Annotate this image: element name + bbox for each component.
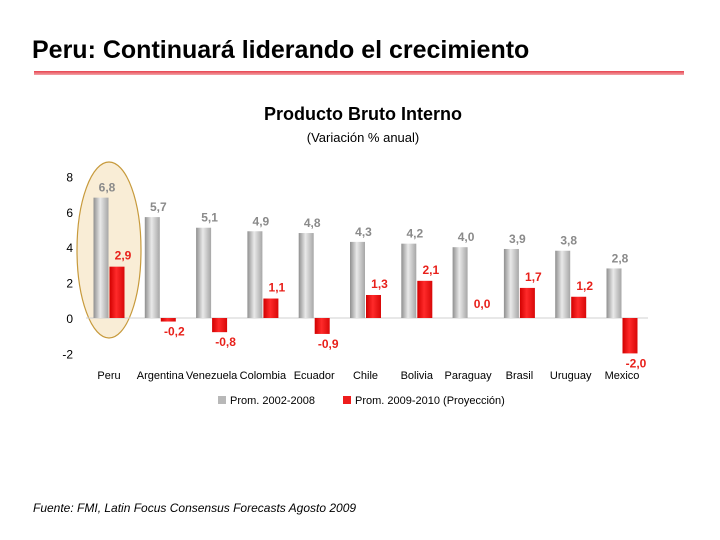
chart-subtitle: (Variación % anual) [306, 130, 420, 145]
bar-avg-2002-2008 [503, 248, 519, 318]
y-tick-label: -2 [62, 347, 73, 361]
data-label-avg-2002-2008: 5,1 [201, 211, 218, 225]
bar-avg-2002-2008 [93, 197, 109, 318]
bar-avg-2002-2008 [350, 241, 365, 318]
data-label-avg-2002-2008: 5,7 [150, 200, 167, 214]
peru-highlight-ellipse [76, 161, 142, 339]
bar-avg-2009-2010 [417, 280, 433, 318]
data-label-avg-2009-2010: 2,9 [115, 249, 132, 263]
data-label-avg-2002-2008: 3,9 [509, 232, 526, 246]
data-label-avg-2002-2008: 4,0 [458, 230, 475, 244]
bar-avg-2009-2010 [109, 266, 125, 318]
category-label: Peru [97, 370, 120, 382]
legend-swatch-red [343, 396, 351, 404]
bar-avg-2009-2010 [571, 296, 587, 318]
category-label: Argentina [137, 370, 185, 382]
category-label: Chile [353, 370, 378, 382]
y-tick-label: 6 [66, 206, 73, 220]
bar-avg-2002-2008 [452, 247, 468, 318]
data-label-avg-2009-2010: 2,1 [422, 263, 439, 277]
bar-avg-2002-2008 [196, 227, 212, 318]
legend-label-red: Prom. 2009-2010 (Proyección) [355, 395, 505, 407]
title-divider [34, 71, 684, 75]
bar-avg-2009-2010 [212, 318, 228, 333]
bar-avg-2009-2010 [314, 318, 330, 334]
bar-avg-2002-2008 [401, 243, 417, 318]
y-tick-label: 8 [66, 170, 73, 184]
bar-avg-2009-2010 [160, 318, 176, 322]
data-label-avg-2002-2008: 4,9 [253, 214, 270, 228]
legend-label-gray: Prom. 2002-2008 [230, 395, 315, 407]
slide-title: Peru: Continuará liderando el crecimient… [32, 36, 530, 64]
y-tick-label: 4 [66, 241, 73, 255]
bar-avg-2009-2010 [622, 318, 638, 354]
bar-avg-2009-2010 [519, 287, 535, 318]
y-tick-label: 2 [66, 277, 73, 291]
data-label-avg-2009-2010: -0,9 [318, 337, 339, 351]
legend-swatch-gray [218, 396, 226, 404]
category-label: Mexico [605, 370, 640, 382]
data-label-avg-2009-2010: 1,3 [371, 277, 388, 291]
bar-avg-2002-2008 [247, 231, 263, 318]
data-label-avg-2009-2010: -0,8 [215, 335, 236, 349]
category-label: Bolivia [401, 370, 434, 382]
data-label-avg-2009-2010: -0,2 [164, 325, 185, 339]
data-label-avg-2009-2010: -2,0 [626, 356, 647, 370]
category-label: Uruguay [550, 370, 592, 382]
category-label: Venezuela [186, 370, 238, 382]
y-tick-label: 0 [66, 312, 73, 326]
data-label-avg-2002-2008: 6,8 [99, 181, 116, 195]
chart-title: Producto Bruto Interno [264, 104, 462, 124]
data-label-avg-2002-2008: 4,3 [355, 225, 372, 239]
data-label-avg-2002-2008: 4,8 [304, 216, 321, 230]
category-label: Colombia [240, 370, 287, 382]
data-label-avg-2009-2010: 1,2 [576, 279, 593, 293]
bar-avg-2009-2010 [263, 298, 279, 318]
category-label: Ecuador [294, 370, 335, 382]
category-label: Brasil [506, 370, 534, 382]
data-label-avg-2002-2008: 3,8 [560, 234, 577, 248]
data-label-avg-2009-2010: 1,7 [525, 270, 542, 284]
data-label-avg-2002-2008: 4,2 [406, 227, 423, 241]
data-label-avg-2009-2010: 0,0 [474, 297, 491, 311]
data-label-avg-2002-2008: 2,8 [612, 251, 629, 265]
bar-avg-2002-2008 [298, 233, 314, 318]
bar-avg-2002-2008 [606, 268, 622, 318]
category-label: Paraguay [445, 370, 493, 382]
data-label-avg-2009-2010: 1,1 [269, 281, 286, 295]
bar-avg-2009-2010 [366, 294, 381, 318]
source-note: Fuente: FMI, Latin Focus Consensus Forec… [33, 501, 357, 515]
bar-avg-2002-2008 [144, 217, 160, 318]
bar-avg-2002-2008 [555, 250, 571, 318]
